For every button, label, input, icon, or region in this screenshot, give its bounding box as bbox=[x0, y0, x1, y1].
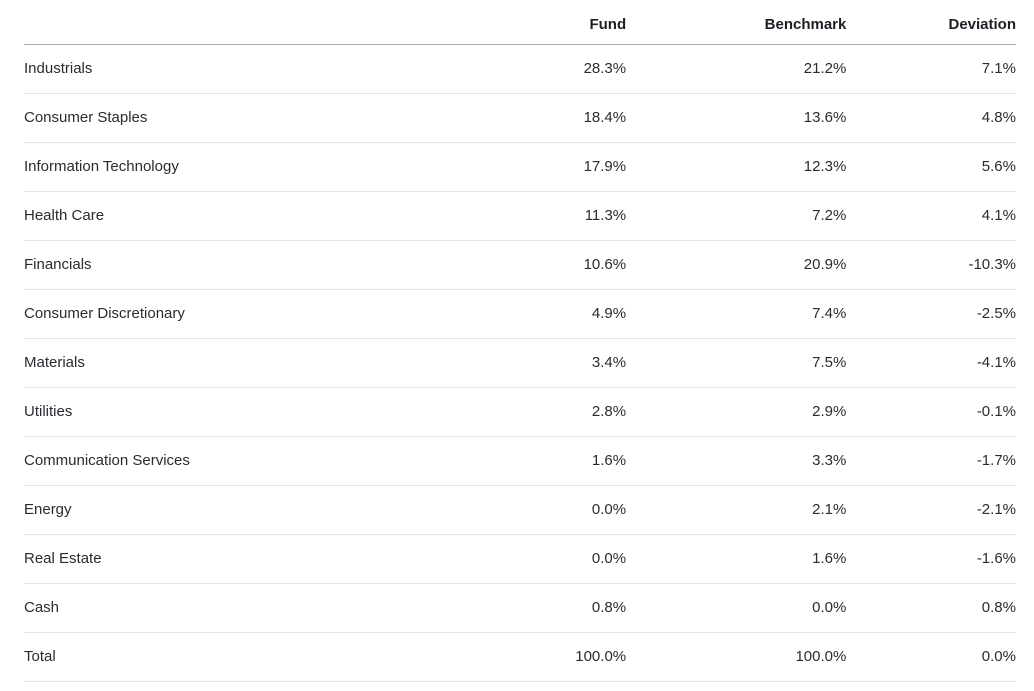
table-row: Energy 0.0% 2.1% -2.1% bbox=[24, 485, 1016, 535]
sector-label: Communication Services bbox=[24, 436, 461, 486]
deviation-value: -1.7% bbox=[846, 436, 1016, 486]
table-row: Utilities 2.8% 2.9% -0.1% bbox=[24, 387, 1016, 437]
benchmark-value: 2.9% bbox=[626, 387, 847, 437]
benchmark-value: 100.0% bbox=[626, 632, 847, 682]
fund-value: 3.4% bbox=[460, 338, 627, 388]
table-row: Total 100.0% 100.0% 0.0% bbox=[24, 632, 1016, 682]
sector-label: Consumer Staples bbox=[24, 93, 461, 143]
benchmark-value: 2.1% bbox=[626, 485, 847, 535]
header-row: Fund Benchmark Deviation bbox=[24, 0, 1016, 45]
column-header-deviation: Deviation bbox=[846, 0, 1016, 45]
deviation-value: -4.1% bbox=[846, 338, 1016, 388]
fund-value: 2.8% bbox=[460, 387, 627, 437]
benchmark-value: 1.6% bbox=[626, 534, 847, 584]
table-body: Industrials 28.3% 21.2% 7.1% Consumer St… bbox=[24, 44, 1016, 682]
benchmark-value: 3.3% bbox=[626, 436, 847, 486]
table-row: Real Estate 0.0% 1.6% -1.6% bbox=[24, 534, 1016, 584]
deviation-value: -2.5% bbox=[846, 289, 1016, 339]
fund-value: 100.0% bbox=[460, 632, 627, 682]
fund-value: 4.9% bbox=[460, 289, 627, 339]
table-row: Information Technology 17.9% 12.3% 5.6% bbox=[24, 142, 1016, 192]
table-row: Communication Services 1.6% 3.3% -1.7% bbox=[24, 436, 1016, 486]
sector-label: Cash bbox=[24, 583, 461, 633]
sector-label: Consumer Discretionary bbox=[24, 289, 461, 339]
sector-label: Real Estate bbox=[24, 534, 461, 584]
sector-label: Total bbox=[24, 632, 461, 682]
table-row: Consumer Staples 18.4% 13.6% 4.8% bbox=[24, 93, 1016, 143]
deviation-value: -1.6% bbox=[846, 534, 1016, 584]
fund-value: 1.6% bbox=[460, 436, 627, 486]
deviation-value: 7.1% bbox=[846, 44, 1016, 94]
deviation-value: 0.0% bbox=[846, 632, 1016, 682]
table-row: Health Care 11.3% 7.2% 4.1% bbox=[24, 191, 1016, 241]
benchmark-value: 20.9% bbox=[626, 240, 847, 290]
fund-value: 0.0% bbox=[460, 485, 627, 535]
deviation-value: -10.3% bbox=[846, 240, 1016, 290]
table-row: Consumer Discretionary 4.9% 7.4% -2.5% bbox=[24, 289, 1016, 339]
fund-value: 17.9% bbox=[460, 142, 627, 192]
benchmark-value: 7.2% bbox=[626, 191, 847, 241]
fund-value: 10.6% bbox=[460, 240, 627, 290]
column-header-benchmark: Benchmark bbox=[626, 0, 847, 45]
sector-label: Health Care bbox=[24, 191, 461, 241]
deviation-value: 4.1% bbox=[846, 191, 1016, 241]
benchmark-value: 13.6% bbox=[626, 93, 847, 143]
sector-allocation-table: Fund Benchmark Deviation Industrials 28.… bbox=[24, 0, 1016, 682]
deviation-value: 5.6% bbox=[846, 142, 1016, 192]
column-header-sector bbox=[24, 0, 461, 45]
benchmark-value: 7.5% bbox=[626, 338, 847, 388]
fund-value: 0.8% bbox=[460, 583, 627, 633]
benchmark-value: 0.0% bbox=[626, 583, 847, 633]
deviation-value: -2.1% bbox=[846, 485, 1016, 535]
table-row: Cash 0.8% 0.0% 0.8% bbox=[24, 583, 1016, 633]
deviation-value: -0.1% bbox=[846, 387, 1016, 437]
sector-label: Financials bbox=[24, 240, 461, 290]
benchmark-value: 12.3% bbox=[626, 142, 847, 192]
table-row: Industrials 28.3% 21.2% 7.1% bbox=[24, 44, 1016, 94]
benchmark-value: 21.2% bbox=[626, 44, 847, 94]
fund-value: 28.3% bbox=[460, 44, 627, 94]
fund-value: 0.0% bbox=[460, 534, 627, 584]
benchmark-value: 7.4% bbox=[626, 289, 847, 339]
fund-value: 11.3% bbox=[460, 191, 627, 241]
deviation-value: 4.8% bbox=[846, 93, 1016, 143]
table-header: Fund Benchmark Deviation bbox=[24, 0, 1016, 45]
sector-label: Information Technology bbox=[24, 142, 461, 192]
table-row: Materials 3.4% 7.5% -4.1% bbox=[24, 338, 1016, 388]
sector-label: Utilities bbox=[24, 387, 461, 437]
fund-value: 18.4% bbox=[460, 93, 627, 143]
sector-label: Industrials bbox=[24, 44, 461, 94]
column-header-fund: Fund bbox=[460, 0, 627, 45]
sector-label: Energy bbox=[24, 485, 461, 535]
table-row: Financials 10.6% 20.9% -10.3% bbox=[24, 240, 1016, 290]
sector-label: Materials bbox=[24, 338, 461, 388]
deviation-value: 0.8% bbox=[846, 583, 1016, 633]
